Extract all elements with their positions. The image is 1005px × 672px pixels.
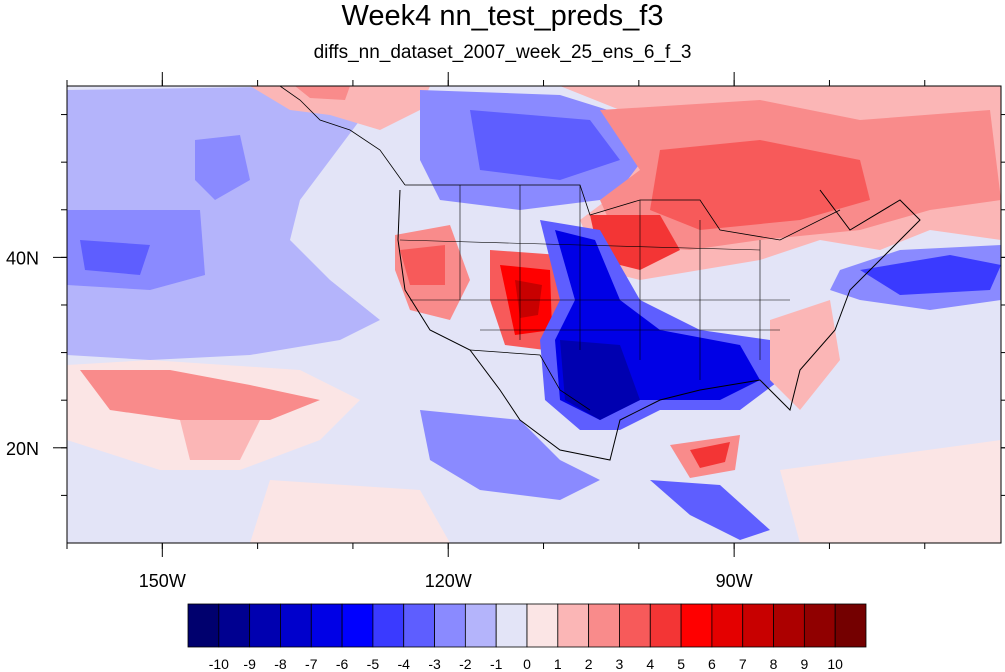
region-alaska-red: [295, 86, 350, 100]
lon-tick-label: 90W: [716, 571, 753, 591]
colorbar-label: -4: [398, 656, 411, 672]
colorbar-label: 10: [827, 656, 843, 672]
region-atlantic-core: [860, 255, 1001, 295]
axis-ticks: 150W 120W 90W 40N 20N: [6, 72, 1005, 591]
region-subtropical-red: [80, 370, 320, 420]
region-pacific-core: [80, 240, 150, 275]
map-field: [67, 86, 1001, 543]
colorbar-label: 5: [677, 656, 685, 672]
region-mexico-blue: [420, 410, 600, 500]
region-southeast-pink: [770, 300, 840, 410]
colorbar-swatch: [310, 603, 343, 648]
lon-tick-label: 150W: [139, 571, 186, 591]
region-california-core: [400, 245, 445, 285]
colorbar-label: -6: [336, 656, 349, 672]
colorbar-label: 2: [585, 656, 593, 672]
coast-alaska: [279, 86, 406, 186]
colorbar-swatch: [803, 603, 836, 648]
colorbar-swatch: [280, 603, 312, 648]
colorbar: -10 -9 -8 -7 -6 -5 -4 -3 -2 -1 0 1 2 3 4 5 6 7 8 9 10: [187, 603, 867, 672]
colorbar-swatch: [742, 603, 774, 648]
colorbar-label: -9: [243, 656, 256, 672]
colorbar-swatch: [218, 603, 251, 648]
map-frame: [66, 85, 1002, 544]
colorbar-swatch: [249, 603, 281, 648]
colorbar-swatch: [773, 603, 805, 648]
region-subtropical-pink-2: [180, 420, 260, 460]
colorbar-label: 9: [800, 656, 808, 672]
chart-subtitle: diffs_nn_dataset_2007_week_25_ens_6_f_3: [313, 42, 692, 63]
colorbar-swatch: [464, 603, 497, 648]
colorbar-label: 1: [554, 656, 562, 672]
colorbar-swatch: [680, 603, 713, 648]
colorbar-swatch: [495, 603, 528, 648]
colorbar-label: -1: [490, 656, 503, 672]
colorbar-label: -3: [428, 656, 441, 672]
region-south-east-pink: [780, 440, 1001, 543]
colorbar-swatch: [187, 603, 220, 648]
lon-tick-label: 120W: [425, 571, 472, 591]
colorbar-swatch: [403, 603, 435, 648]
region-caribbean-core: [690, 442, 730, 468]
colorbar-swatch: [341, 603, 374, 648]
colorbar-label: 7: [739, 656, 747, 672]
region-central-america-blue: [650, 480, 770, 540]
region-pacific-north: [67, 86, 380, 360]
colorbar-swatch: [526, 603, 559, 648]
colorbar-swatch: [834, 603, 867, 648]
colorbar-label: -2: [459, 656, 472, 672]
region-pacific-north-blob: [195, 135, 250, 200]
region-alaska-pink: [250, 86, 430, 130]
colorbar-label: 6: [708, 656, 716, 672]
colorbar-label: 4: [646, 656, 654, 672]
border-us-mexico: [469, 349, 591, 411]
chart-title: Week4 nn_test_preds_f3: [341, 0, 664, 32]
colorbar-swatch: [619, 603, 651, 648]
colorbar-label: 0: [523, 656, 531, 672]
colorbar-swatch: [649, 603, 682, 648]
region-southwest-peak: [515, 280, 542, 318]
region-south-pink: [250, 480, 450, 543]
colorbar-label: -7: [305, 656, 318, 672]
region-texas-peak: [560, 340, 640, 420]
colorbar-swatch: [588, 603, 620, 648]
colorbar-label: 3: [616, 656, 624, 672]
colorbar-label: -8: [274, 656, 287, 672]
colorbar-label: 8: [770, 656, 778, 672]
colorbar-label: -5: [367, 656, 380, 672]
lat-tick-label: 20N: [6, 439, 39, 459]
lat-tick-label: 40N: [6, 248, 39, 268]
region-canada-blue-core: [470, 110, 620, 180]
colorbar-swatch: [434, 603, 466, 648]
colorbar-swatch: [372, 603, 405, 648]
colorbar-label: -10: [209, 656, 229, 672]
coastline: [397, 189, 921, 461]
colorbar-swatch: [557, 603, 590, 648]
colorbar-swatch: [711, 603, 744, 648]
state-borders: [399, 185, 790, 380]
